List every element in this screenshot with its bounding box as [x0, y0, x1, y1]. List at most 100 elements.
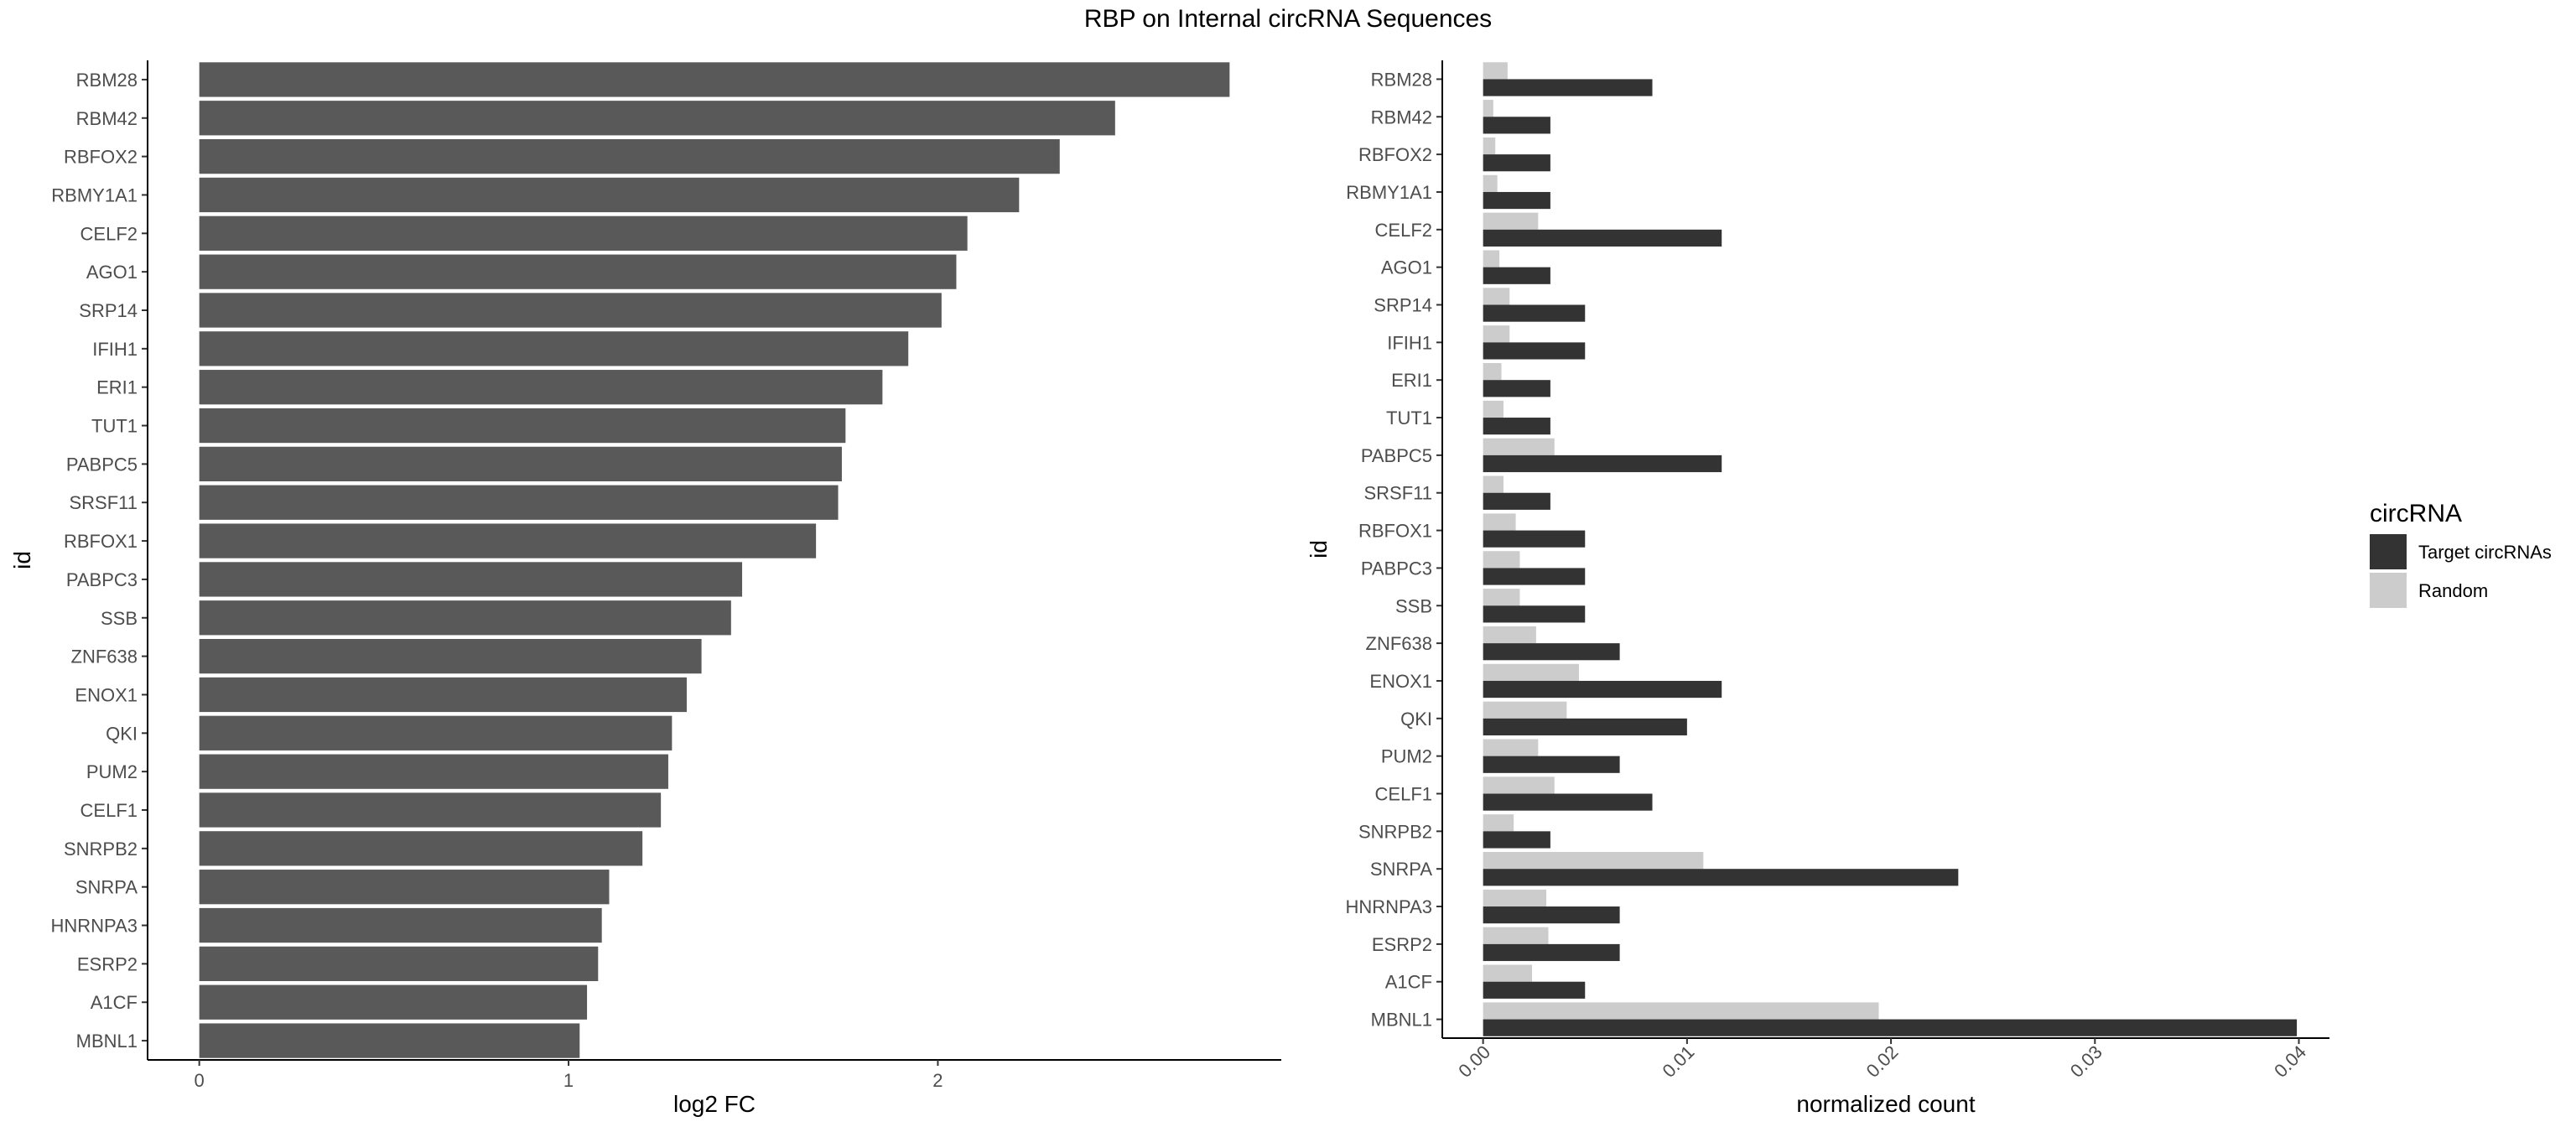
bar-random-a1cf [1483, 964, 1533, 982]
y-tick-label: AGO1 [86, 262, 138, 283]
bar-znf638 [199, 638, 702, 674]
y-tick-label: PABPC5 [1361, 445, 1432, 466]
bar-esrp2 [199, 946, 599, 982]
bar-ifih1 [199, 331, 909, 366]
bar-ssb [199, 600, 731, 636]
y-tick-label: HNRNPA3 [1345, 896, 1432, 917]
y-tick-label: ZNF638 [71, 647, 138, 667]
y-tick-label: ESRP2 [77, 953, 138, 974]
bar-enox1 [199, 677, 687, 713]
chart-title: RBP on Internal circRNA Sequences [1083, 5, 1493, 33]
y-tick-label: A1CF [91, 992, 138, 1013]
y-tick-label: SNRPA [75, 877, 138, 898]
bar-random-tut1 [1483, 400, 1504, 418]
bar-target-esrp2 [1483, 943, 1620, 962]
y-tick-label: ENOX1 [75, 684, 138, 705]
bar-target-mbnl1 [1483, 1019, 2298, 1036]
bar-rbm42 [199, 101, 1115, 136]
bar-random-qki [1483, 701, 1567, 719]
bar-hnrnpa3 [199, 907, 602, 943]
bar-target-qki [1483, 718, 1687, 735]
y-tick-label: SRP14 [79, 300, 138, 321]
bar-random-rbm42 [1483, 100, 1493, 117]
bar-celf1 [199, 792, 662, 828]
y-tick-label: PUM2 [86, 761, 138, 782]
y-tick-label: SSB [101, 608, 138, 629]
y-tick-label: RBM42 [1371, 106, 1432, 127]
bar-mbnl1 [199, 1023, 580, 1058]
legend-label: Random [2418, 580, 2488, 601]
x-tick-label: 0.04 [2270, 1041, 2310, 1082]
bar-snrpa [199, 870, 610, 905]
y-tick-label: RBMY1A1 [1346, 182, 1432, 203]
bar-random-rbm28 [1483, 62, 1508, 80]
y-tick-label: PABPC3 [66, 569, 138, 590]
bar-random-hnrnpa3 [1483, 889, 1547, 907]
bar-a1cf [199, 984, 588, 1020]
y-tick-label: SNRPA [1370, 859, 1432, 880]
bar-target-celf1 [1483, 793, 1653, 811]
y-tick-label: HNRNPA3 [50, 916, 138, 937]
y-tick-label: ENOX1 [1369, 671, 1432, 692]
bar-random-esrp2 [1483, 927, 1549, 944]
y-tick-label: RBMY1A1 [51, 184, 138, 205]
y-tick-label: MBNL1 [1371, 1010, 1432, 1031]
bar-random-pabpc5 [1483, 438, 1555, 455]
y-tick-label: RBM42 [76, 108, 138, 129]
bar-snrpb2 [199, 831, 643, 866]
y-tick-label: AGO1 [1381, 257, 1432, 278]
x-tick-label: 2 [932, 1070, 943, 1091]
y-tick-label: ERI1 [96, 377, 138, 398]
bar-tut1 [199, 408, 846, 444]
y-tick-label: TUT1 [1386, 408, 1432, 428]
y-tick-label: QKI [106, 723, 138, 744]
bar-random-snrpb2 [1483, 814, 1514, 832]
bar-target-tut1 [1483, 418, 1550, 435]
y-axis-title: id [9, 551, 35, 569]
bar-target-znf638 [1483, 643, 1620, 661]
bar-target-celf2 [1483, 229, 1722, 247]
bar-eri1 [199, 370, 883, 405]
bar-random-srp14 [1483, 288, 1510, 305]
bar-random-ssb [1483, 589, 1520, 606]
legend-swatch [2370, 534, 2407, 569]
bar-target-pabpc5 [1483, 454, 1722, 473]
bar-target-eri1 [1483, 380, 1550, 397]
y-tick-label: TUT1 [91, 416, 138, 437]
x-tick-label: 1 [564, 1070, 574, 1091]
bar-random-celf1 [1483, 776, 1555, 794]
bar-target-rbm28 [1483, 79, 1653, 96]
bar-random-rbfox1 [1483, 513, 1516, 531]
bar-random-znf638 [1483, 626, 1536, 644]
bar-srp14 [199, 293, 942, 328]
y-tick-label: SNRPB2 [1358, 821, 1432, 842]
bar-target-ago1 [1483, 267, 1550, 284]
bar-srsf11 [199, 485, 839, 520]
y-tick-label: ERI1 [1391, 370, 1432, 391]
bar-target-pabpc3 [1483, 568, 1586, 585]
y-tick-label: SSB [1395, 595, 1432, 616]
y-tick-label: RBFOX2 [64, 147, 138, 168]
bar-target-srp14 [1483, 304, 1586, 322]
legend-title: circRNA [2370, 500, 2462, 527]
bar-target-rbmy1a1 [1483, 191, 1550, 210]
bar-random-pabpc3 [1483, 551, 1520, 569]
y-tick-label: CELF2 [80, 223, 138, 244]
y-tick-label: PABPC5 [66, 454, 138, 475]
x-axis-title: log2 FC [673, 1091, 756, 1117]
bar-random-enox1 [1483, 663, 1579, 681]
y-tick-label: PABPC3 [1361, 558, 1432, 579]
bar-random-ifih1 [1483, 325, 1510, 343]
y-tick-label: A1CF [1385, 972, 1432, 993]
y-axis-title: id [1306, 540, 1332, 558]
y-tick-label: ZNF638 [1366, 633, 1432, 654]
bar-target-rbfox2 [1483, 154, 1550, 172]
bar-rbfox1 [199, 523, 817, 558]
y-tick-label: SNRPB2 [64, 839, 138, 860]
y-tick-label: SRSF11 [1363, 483, 1432, 504]
bar-target-rbm42 [1483, 117, 1550, 134]
bar-target-rbfox1 [1483, 530, 1586, 548]
y-tick-label: RBFOX1 [64, 531, 138, 552]
y-tick-label: ESRP2 [1372, 934, 1432, 955]
